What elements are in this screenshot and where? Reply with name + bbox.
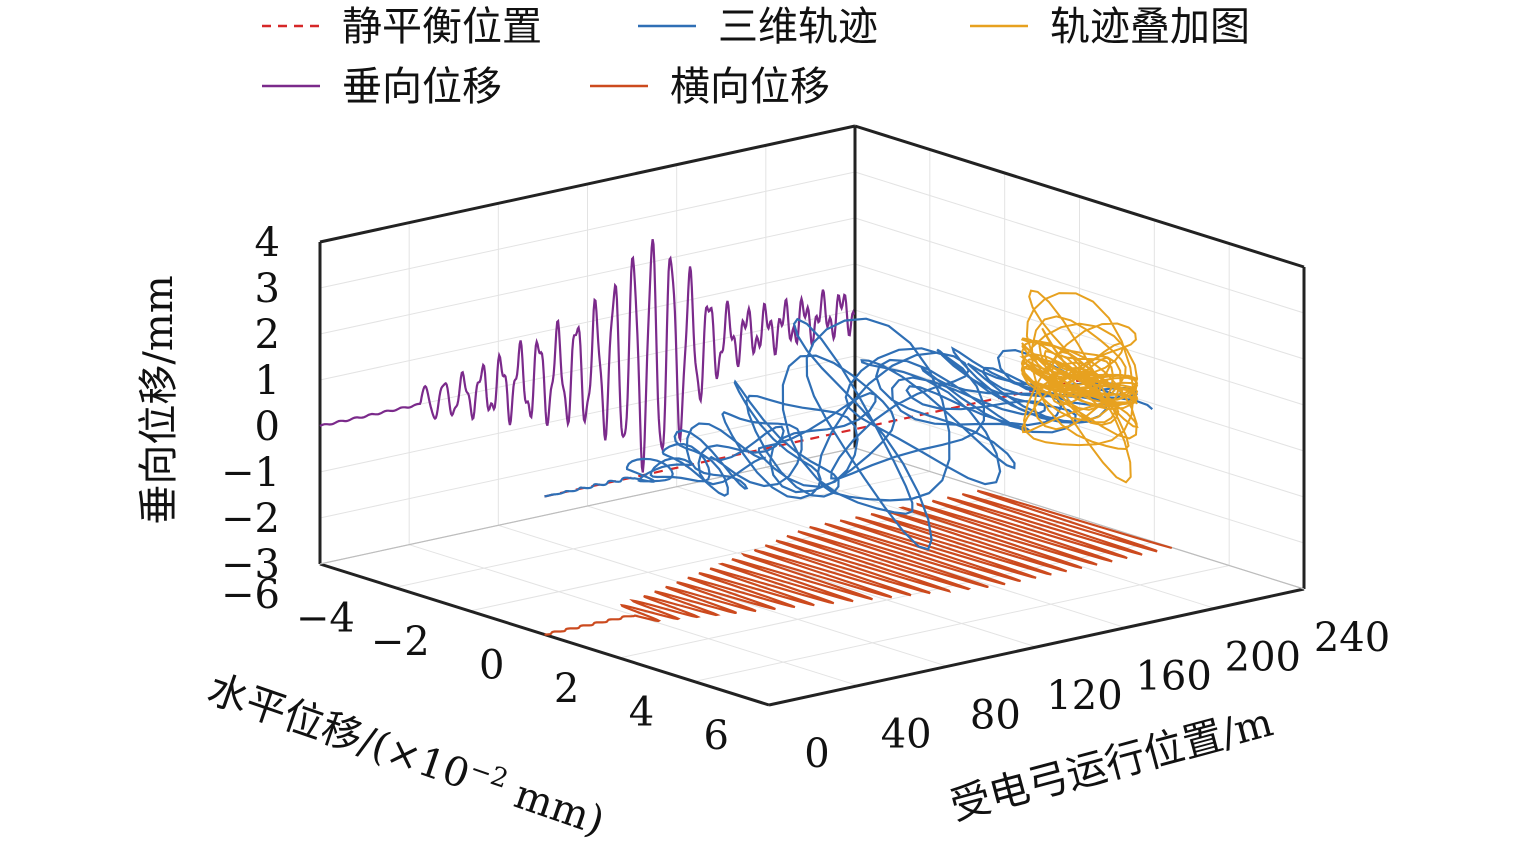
- horizontal-axis-label: 水平位移/(×10−2 mm): [202, 665, 611, 845]
- legend-label-vertical: 垂向位移: [342, 64, 502, 110]
- grid-line-back-vert: [319, 171, 856, 289]
- grid-line-side-vert: [854, 171, 1305, 314]
- horizontal-tick-label: 6: [704, 713, 729, 759]
- vertical-tick-label: −3: [221, 542, 280, 588]
- horizontal-axis-label-unit: mm): [497, 767, 610, 844]
- vertical-tick-label: 0: [255, 404, 280, 450]
- position-tick-label: 40: [881, 712, 932, 758]
- position-tick-label: 120: [1046, 673, 1122, 719]
- grid-line-side-vert: [854, 217, 1305, 360]
- horizontal-tick-label: −4: [296, 596, 355, 642]
- legend-label-traj3d: 三维轨迹: [718, 4, 878, 50]
- grid-line-floor-h: [394, 471, 930, 588]
- vertical-tick-label: 2: [255, 312, 280, 358]
- series-overlay-trajectory: [1019, 289, 1139, 484]
- box-inner-edge: [319, 447, 856, 565]
- legend-label-equilibrium: 静平衡位置: [342, 4, 542, 50]
- position-tick-label: 160: [1135, 654, 1211, 700]
- position-tick-label: 0: [804, 731, 829, 777]
- vertical-axis-label: 垂向位移/mm: [136, 275, 182, 524]
- vertical-tick-label: −2: [221, 496, 280, 542]
- grid-line-side-vert: [854, 355, 1305, 498]
- legend-label-lateral: 横向位移: [670, 64, 830, 110]
- horizontal-tick-labels: −6 −4 −2 0 2 4 6: [221, 572, 729, 759]
- horizontal-tick-label: −2: [371, 619, 430, 665]
- grid-line-back-vert: [319, 217, 856, 335]
- vertical-tick-label: −1: [221, 450, 280, 496]
- horizontal-axis-label-main: 水平位移/(×10: [202, 666, 476, 799]
- position-tick-label: 240: [1314, 615, 1390, 661]
- position-tick-label: 80: [970, 692, 1021, 738]
- series-group: [319, 239, 1173, 636]
- position-tick-labels: 0 40 80 120 160 200 240: [804, 615, 1390, 777]
- position-tick-label: 200: [1225, 634, 1301, 680]
- series-lateral-line: [544, 489, 1173, 636]
- box-edge: [854, 124, 1305, 269]
- grid-line-back-vert: [319, 355, 856, 473]
- svg-text:水平位移/(×10−2 mm): 水平位移/(×10−2 mm): [202, 665, 611, 845]
- box-inner-edge: [854, 447, 1305, 590]
- box-edge: [768, 587, 1305, 707]
- vertical-tick-label: 4: [255, 220, 280, 266]
- vertical-tick-label: 1: [255, 358, 280, 404]
- legend-label-overlay: 轨迹叠加图: [1050, 4, 1250, 50]
- grid-line-side-vert: [854, 401, 1305, 544]
- grid-line-floor-h: [469, 494, 1005, 612]
- horizontal-tick-label: −6: [221, 572, 280, 618]
- box-edge: [319, 124, 856, 244]
- series-trajectory-3d: [544, 317, 1154, 551]
- grid-line-floor-h: [694, 565, 1230, 682]
- grid-line-back-vert: [319, 263, 856, 381]
- axes-box: [318, 124, 1306, 707]
- horizontal-tick-label: 2: [554, 666, 579, 712]
- horizontal-tick-label: 0: [479, 643, 504, 689]
- series-equilibrium-line: [544, 379, 1080, 498]
- horizontal-tick-label: 4: [629, 690, 654, 736]
- series-vertical-line: [319, 239, 856, 473]
- grid: [319, 125, 1305, 706]
- vertical-tick-label: 3: [255, 266, 280, 312]
